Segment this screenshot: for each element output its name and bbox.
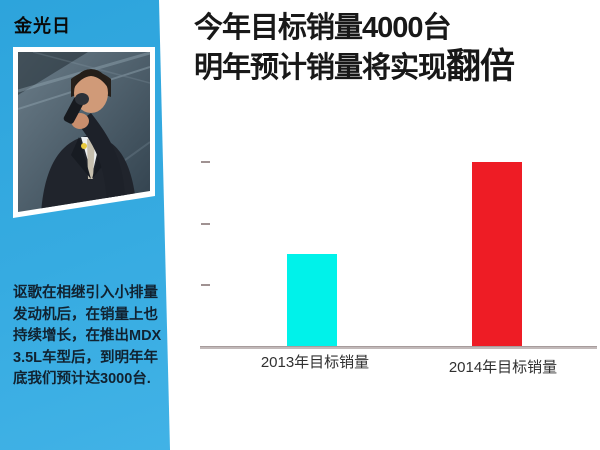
title-line1: 今年目标销量4000台	[194, 12, 452, 44]
title-line2: 明年预计销量将实现 翻倍	[194, 47, 594, 86]
title-line2-emphasis: 翻倍	[446, 47, 515, 86]
bar-2014	[472, 162, 522, 346]
y-axis-tick	[201, 284, 210, 286]
speaker-bio: 讴歌在相继引入小排量 发动机后，在销量上也 持续增长，在推出MDX 3.5L车型…	[13, 285, 162, 388]
slide-title: 今年目标销量4000台 明年预计销量将实现 翻倍	[194, 12, 594, 86]
x-axis-label-2013: 2013年目标销量	[260, 354, 370, 371]
bar-2013	[287, 254, 337, 346]
y-axis-tick	[201, 223, 210, 225]
y-axis-tick	[201, 161, 210, 163]
x-axis-line	[200, 346, 597, 349]
speaker-photo	[13, 47, 155, 218]
speaker-name: 金光日	[14, 16, 71, 36]
x-axis-label-2014: 2014年目标销量	[448, 359, 558, 376]
title-line2-prefix: 明年预计销量将实现	[194, 51, 447, 84]
